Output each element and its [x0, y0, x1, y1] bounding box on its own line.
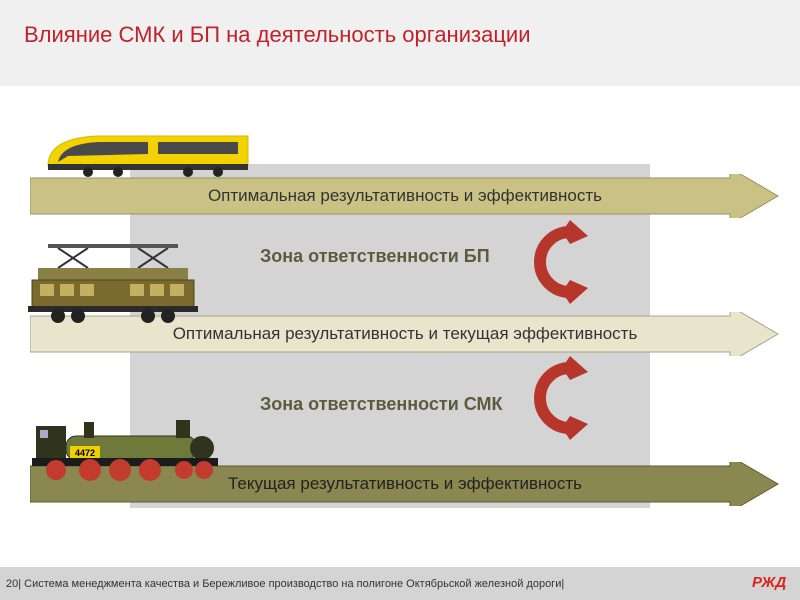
arrow-label-bot: Текущая результативность и эффективность	[228, 474, 582, 494]
train-electric-icon	[18, 244, 208, 329]
slide-title: Влияние СМК и БП на деятельность организ…	[24, 22, 776, 48]
footer-caption: Система менеджмента качества и Бережливо…	[24, 578, 561, 590]
zone-label-bp: Зона ответственности БП	[260, 246, 490, 267]
footer-page: 20	[6, 578, 18, 590]
train-modern-icon	[38, 122, 258, 183]
arrow-label-top: Оптимальная результативность и эффективн…	[208, 186, 602, 206]
zone-label-smk: Зона ответственности СМК	[260, 394, 503, 415]
rzd-logo-icon: РЖД	[752, 573, 794, 594]
svg-text:РЖД: РЖД	[752, 574, 786, 591]
arrow-label-mid: Оптимальная результативность и текущая э…	[173, 324, 638, 344]
diagram-area: Оптимальная результативность и эффективн…	[0, 128, 800, 548]
footer-text: 20| Система менеджмента качества и Береж…	[6, 578, 564, 590]
train-steam-icon: 4472	[26, 412, 226, 487]
footer-bar: 20| Система менеджмента качества и Береж…	[0, 567, 800, 600]
svg-text:4472: 4472	[75, 448, 95, 458]
title-bar: Влияние СМК и БП на деятельность организ…	[0, 0, 800, 86]
